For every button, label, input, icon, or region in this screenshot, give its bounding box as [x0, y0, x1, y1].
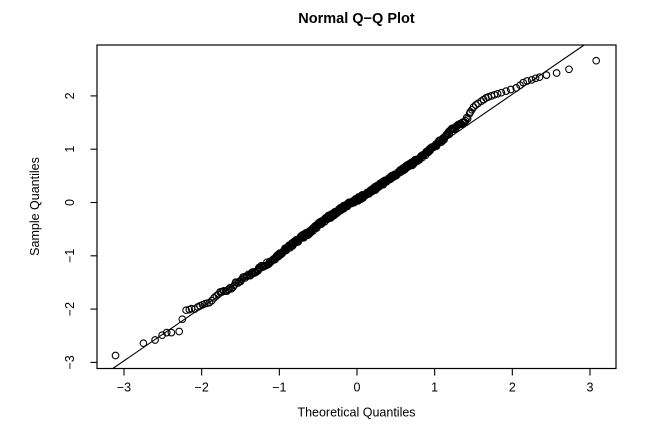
data-point: [175, 327, 184, 336]
y-tick-label: −3: [63, 355, 77, 369]
y-axis-label: Sample Quantiles: [28, 157, 42, 256]
data-point: [151, 336, 159, 344]
data-point: [592, 56, 601, 65]
x-tick-label: −1: [272, 381, 286, 395]
x-tick-label: −2: [195, 381, 209, 395]
data-point: [205, 298, 214, 307]
data-point: [497, 88, 506, 97]
qq-points: [111, 56, 601, 360]
x-tick-label: 1: [431, 381, 438, 395]
data-point: [226, 284, 234, 292]
data-point: [139, 339, 148, 348]
data-point: [552, 69, 561, 77]
data-point: [527, 76, 536, 84]
x-tick-label: −3: [117, 381, 131, 395]
data-point: [493, 89, 502, 98]
qq-reference-line: [112, 44, 585, 369]
data-point: [506, 85, 515, 94]
data-point: [565, 65, 573, 74]
plot-border: [96, 44, 617, 370]
y-tick-label: 1: [63, 146, 77, 153]
data-point: [461, 117, 470, 125]
data-point: [490, 90, 499, 99]
y-tick-label: 0: [63, 199, 77, 206]
data-point: [167, 328, 176, 337]
data-point: [182, 306, 190, 315]
x-tick-label: 3: [587, 381, 594, 395]
data-point: [224, 285, 233, 294]
data-point: [162, 328, 171, 337]
data-point: [535, 73, 544, 82]
data-point: [471, 101, 480, 109]
y-tick-label: 2: [63, 92, 77, 99]
data-point: [502, 87, 510, 95]
y-tick-label: −2: [63, 302, 77, 316]
x-tick-label: 0: [354, 381, 361, 395]
data-point: [463, 114, 472, 123]
data-point: [469, 103, 478, 111]
data-point: [542, 71, 551, 79]
x-axis-label: Theoretical Quantiles: [297, 406, 415, 420]
data-point: [523, 77, 531, 85]
data-point: [111, 351, 120, 360]
y-tick-label: −1: [63, 249, 77, 263]
data-point: [519, 78, 528, 87]
data-point: [531, 74, 540, 83]
x-tick-label: 2: [509, 381, 516, 395]
chart-title: Normal Q−Q Plot: [298, 11, 415, 27]
plot-area: −3 −2 −1 0 1 2 3 −3 −2 −1 0 1 2: [63, 44, 617, 395]
